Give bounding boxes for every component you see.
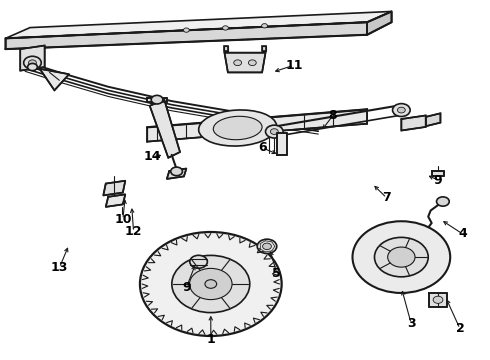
Circle shape [263,243,271,249]
Circle shape [24,56,41,69]
Polygon shape [167,168,186,179]
Text: 14: 14 [144,150,161,163]
Circle shape [151,95,163,104]
Circle shape [27,63,37,71]
Circle shape [140,232,282,336]
Polygon shape [367,12,392,35]
Ellipse shape [213,116,262,140]
Text: 9: 9 [434,174,442,186]
Polygon shape [40,69,69,90]
Circle shape [248,60,256,66]
Polygon shape [432,171,444,176]
Polygon shape [426,113,441,126]
Circle shape [190,255,207,268]
Circle shape [28,60,36,66]
Polygon shape [106,194,125,207]
Circle shape [388,247,415,267]
Text: 8: 8 [329,109,337,122]
Circle shape [437,197,449,206]
Polygon shape [150,100,180,158]
Text: 10: 10 [114,213,132,226]
Circle shape [257,239,277,253]
Text: 9: 9 [182,281,191,294]
Polygon shape [429,293,447,307]
Circle shape [190,269,232,300]
Text: 4: 4 [458,227,467,240]
Polygon shape [401,116,426,131]
Text: 7: 7 [382,192,391,204]
Circle shape [234,60,242,66]
Ellipse shape [198,110,277,146]
Circle shape [205,280,217,288]
Text: 1: 1 [206,333,215,346]
Polygon shape [103,181,125,195]
Text: 3: 3 [407,317,416,330]
Circle shape [172,255,250,312]
Polygon shape [5,12,392,39]
Circle shape [262,24,268,28]
Circle shape [397,107,405,113]
Text: 2: 2 [456,322,465,335]
Polygon shape [262,46,266,51]
Text: 5: 5 [272,267,281,280]
Circle shape [415,231,427,240]
Text: 13: 13 [50,261,68,274]
Circle shape [171,167,182,176]
Text: 6: 6 [258,141,267,154]
Circle shape [183,28,189,32]
Circle shape [270,129,278,134]
Text: 11: 11 [285,59,303,72]
Polygon shape [147,98,167,102]
Circle shape [392,104,410,117]
Polygon shape [224,46,228,51]
Circle shape [266,125,283,138]
Circle shape [352,221,450,293]
Circle shape [374,237,428,277]
Polygon shape [277,134,287,155]
Circle shape [433,296,443,303]
Polygon shape [147,109,367,141]
Text: 12: 12 [125,225,143,238]
Circle shape [222,26,228,30]
Polygon shape [5,22,367,49]
Polygon shape [20,45,45,71]
Polygon shape [224,53,266,72]
